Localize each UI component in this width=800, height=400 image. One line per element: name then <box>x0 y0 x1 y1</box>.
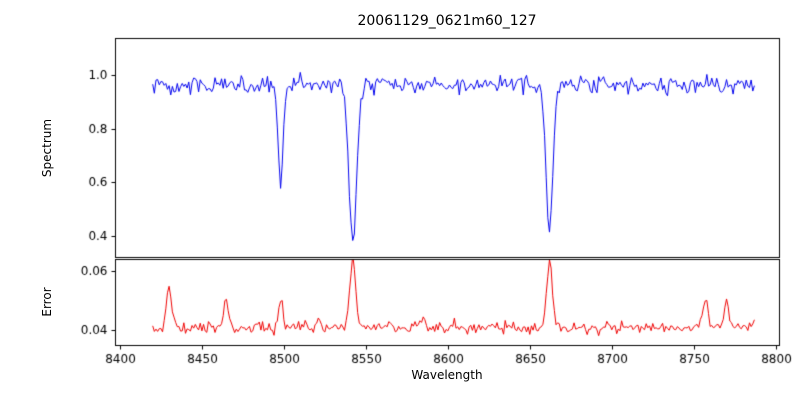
x-axis-label: Wavelength <box>411 368 483 382</box>
error-y-axis-label: Error <box>40 287 54 317</box>
plot-title: 20061129_0621m60_127 <box>357 13 537 29</box>
spectrum-y-axis-label: Spectrum <box>40 118 54 178</box>
